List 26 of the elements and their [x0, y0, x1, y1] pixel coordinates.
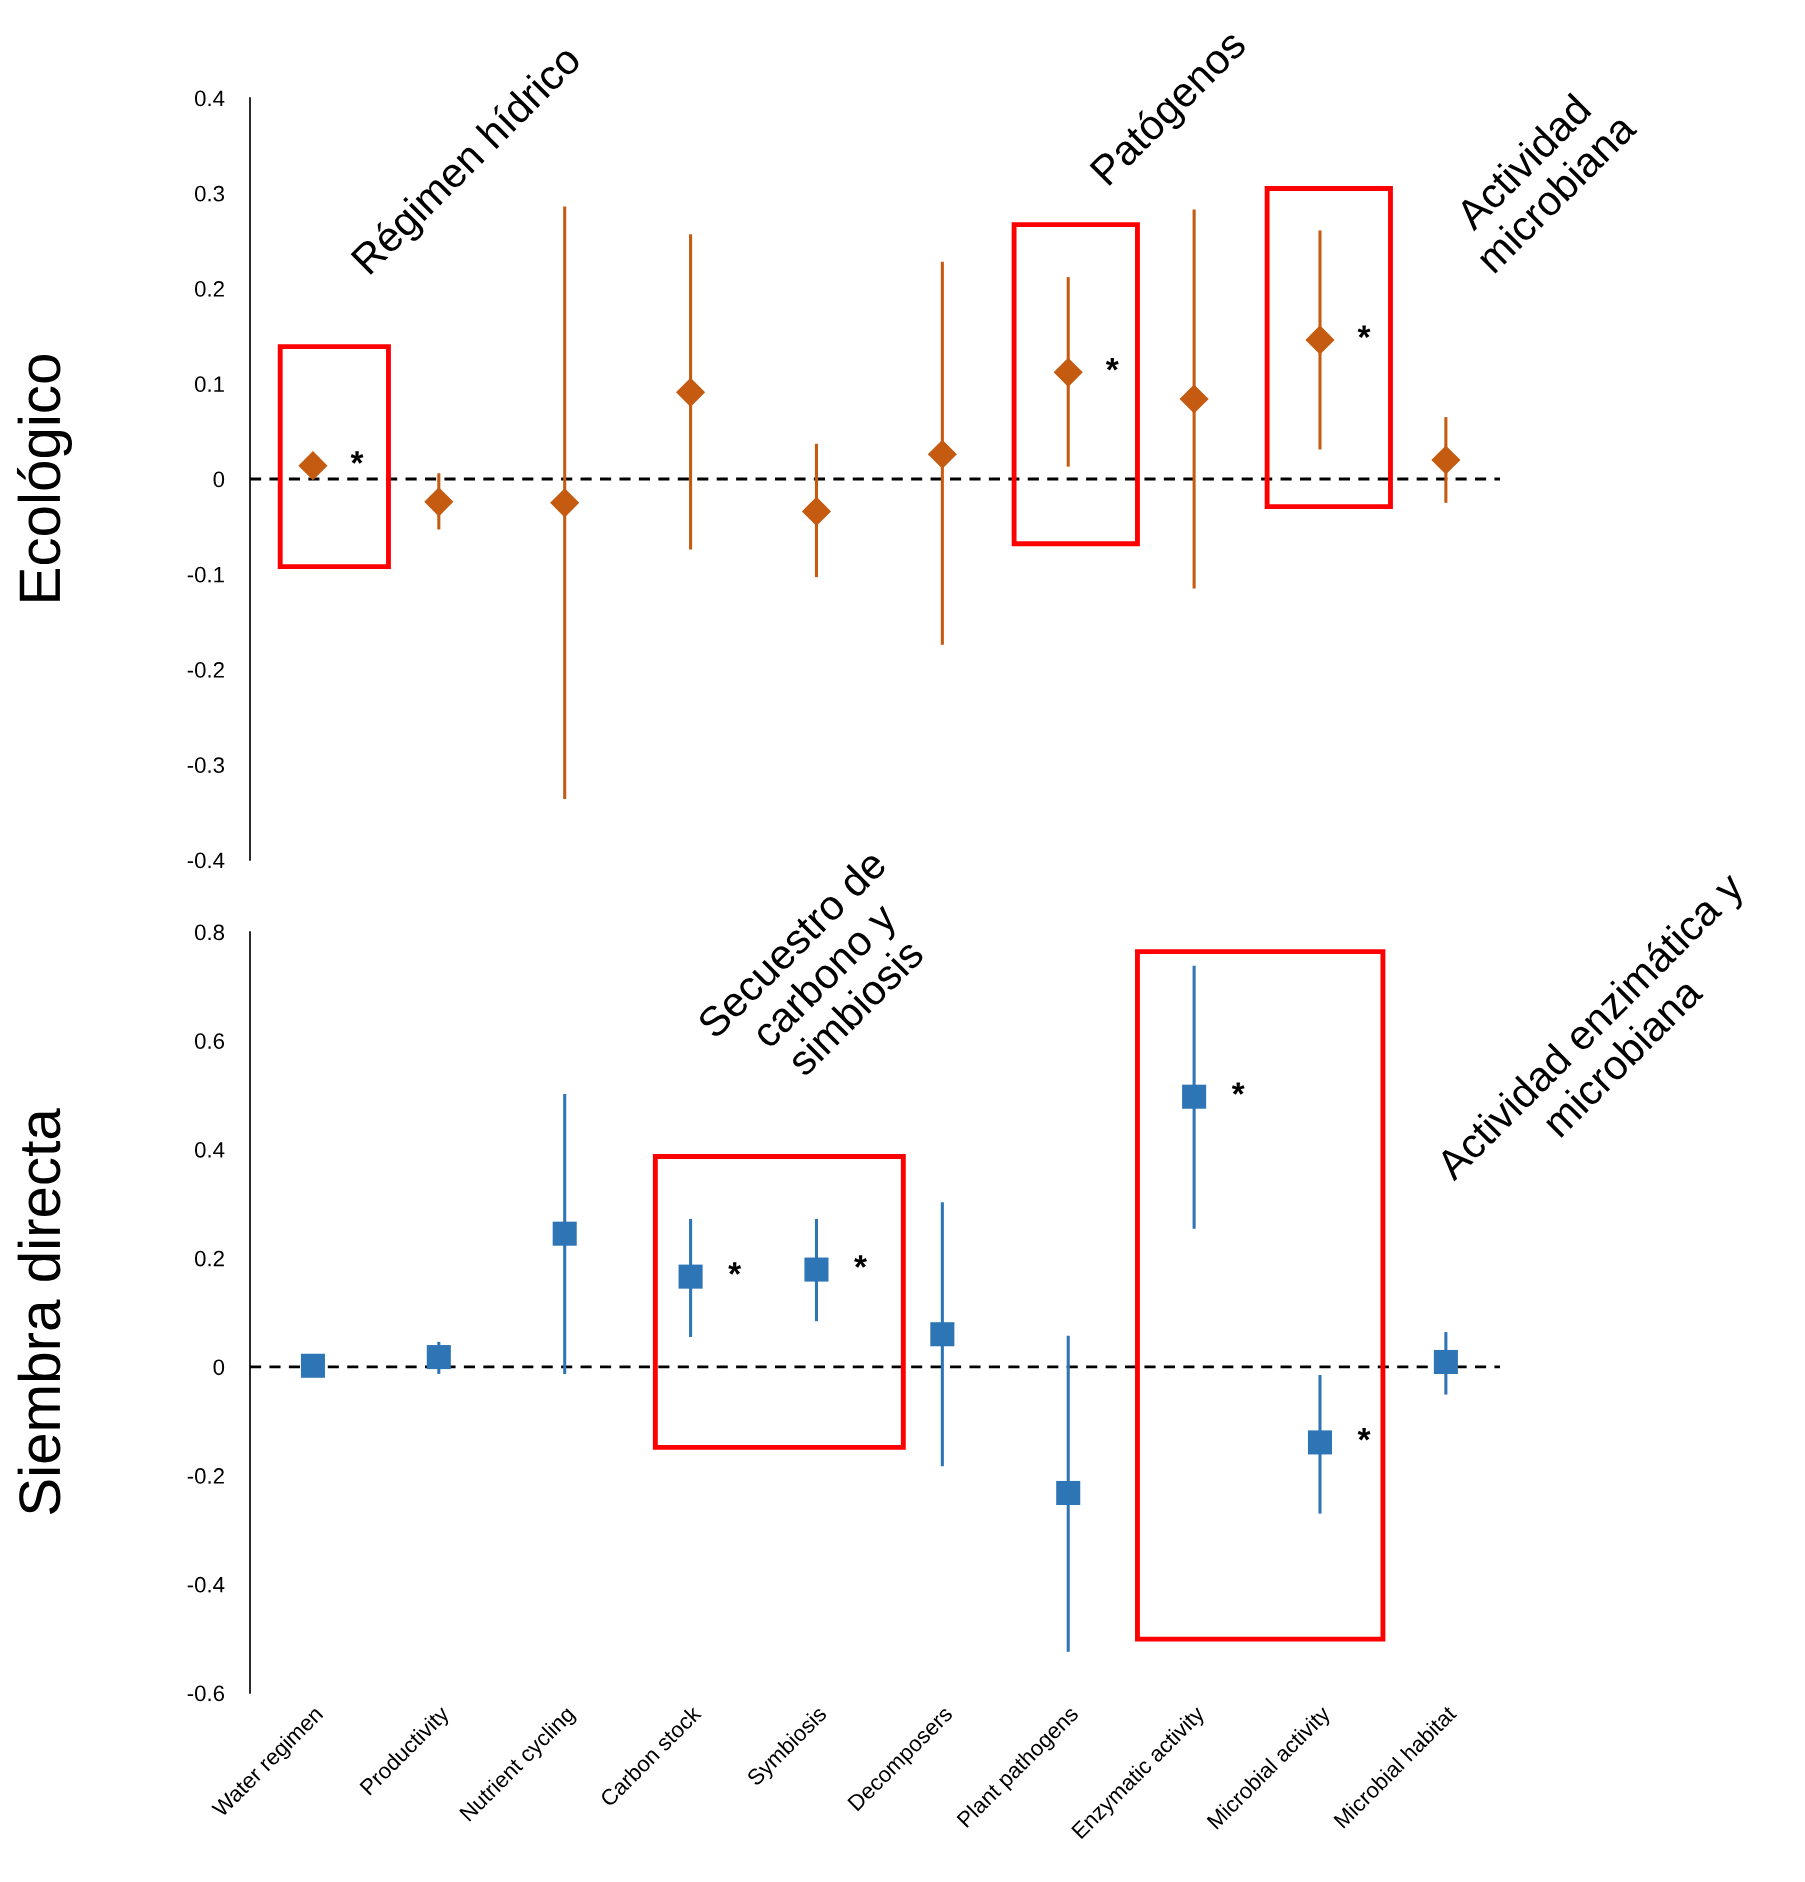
y-tick-label: 0.2 — [194, 281, 224, 297]
y-tick-label: -0.4 — [187, 1576, 225, 1593]
y-tick-label: 0.8 — [194, 924, 225, 941]
annotation: * — [728, 1262, 742, 1275]
y-axis-title: Ecológico — [16, 354, 72, 601]
annotation: * — [1105, 358, 1119, 371]
y-tick-label: 0 — [213, 471, 225, 488]
y-tick-label: 0.6 — [194, 1033, 225, 1049]
y-tick-label: 0.4 — [194, 1141, 225, 1158]
y-tick-label: -0.2 — [187, 662, 224, 678]
y-tick-label: -0.3 — [187, 757, 225, 774]
y-tick-label: -0.2 — [187, 1468, 224, 1484]
y-tick-label: 0.1 — [194, 376, 224, 393]
y-tick-label: 0.2 — [194, 1250, 224, 1267]
y-tick-label: -0.4 — [187, 852, 225, 869]
y-tick-label: -0.6 — [187, 1685, 225, 1702]
annotation: * — [1357, 325, 1371, 339]
annotation: * — [1231, 1082, 1245, 1095]
y-axis-title: Siembra directa — [17, 1108, 61, 1515]
annotation: * — [854, 1255, 867, 1268]
y-tick-label: -0.1 — [187, 566, 224, 583]
annotation: * — [350, 451, 364, 464]
annotation: * — [1357, 1428, 1371, 1441]
y-tick-label: 0.3 — [194, 185, 225, 202]
y-tick-label: 0.4 — [194, 90, 225, 107]
y-tick-label: 0 — [213, 1359, 225, 1376]
